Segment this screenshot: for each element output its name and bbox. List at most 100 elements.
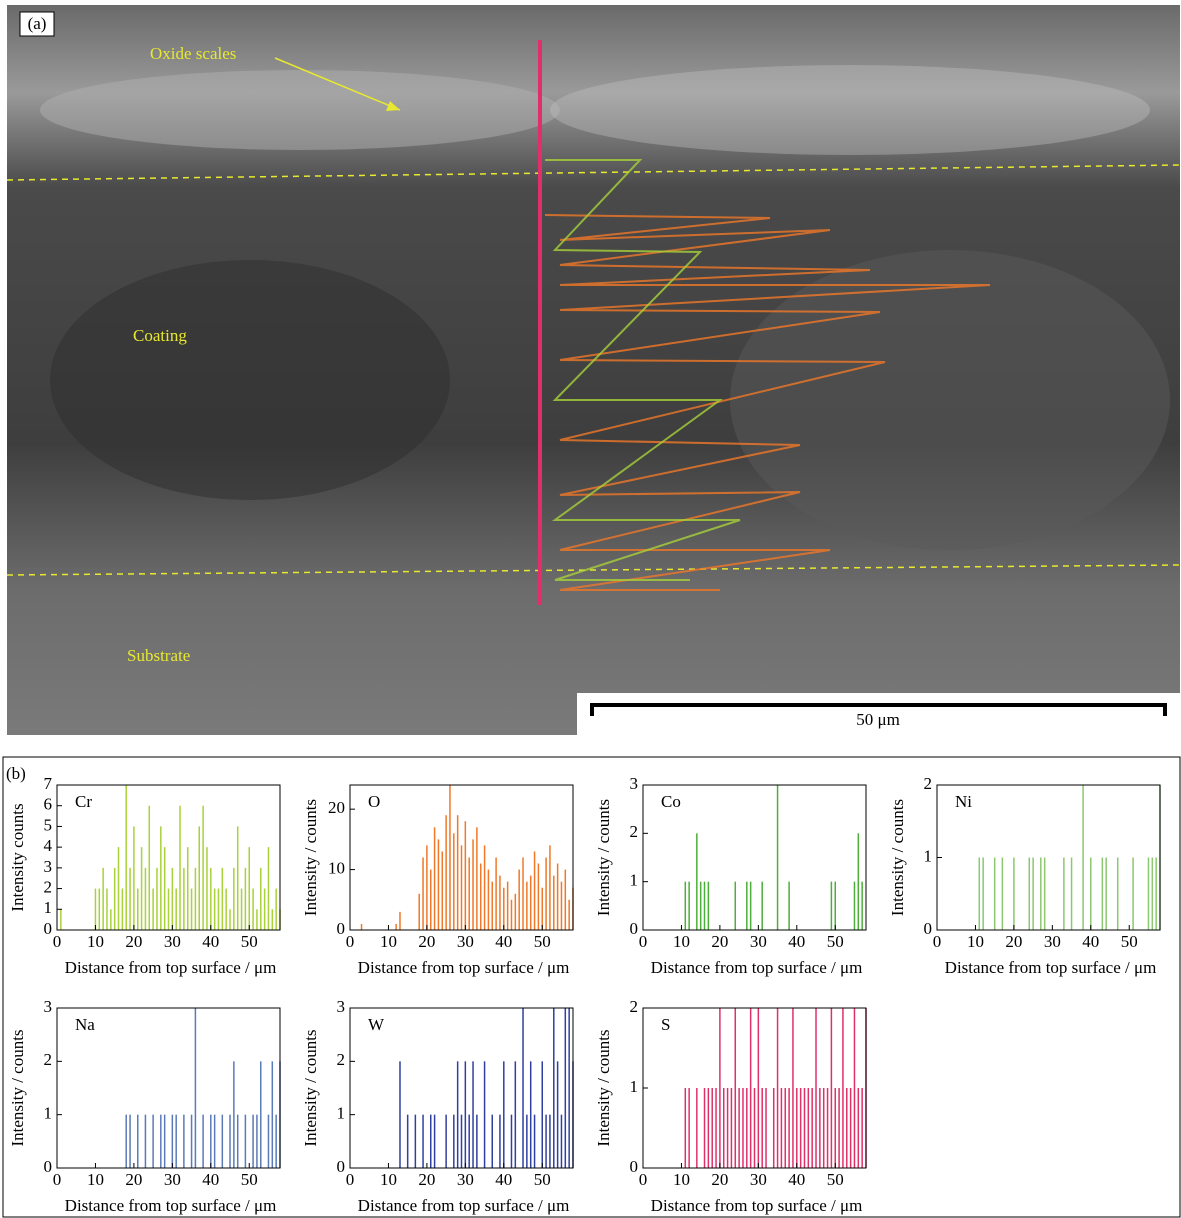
y-tick-label: 0 [337,1157,346,1176]
x-tick-label: 40 [495,1170,512,1189]
oxide-texture [40,70,560,150]
y-axis-title: Intensity counts [8,803,27,911]
x-tick-label: 50 [827,932,844,951]
y-axis-title: Intensity / counts [594,1029,613,1146]
y-tick-label: 2 [630,997,639,1016]
x-axis-title: Distance from top surface / μm [65,958,277,977]
x-tick-label: 30 [750,932,767,951]
x-tick-label: 20 [418,1170,435,1189]
y-tick-label: 4 [44,836,53,855]
x-tick-label: 0 [639,1170,648,1189]
y-tick-label: 1 [924,846,933,865]
y-tick-label: 2 [44,1050,53,1069]
x-tick-label: 10 [87,1170,104,1189]
coating-texture [730,250,1170,550]
x-tick-label: 40 [202,932,219,951]
x-tick-label: 10 [87,932,104,951]
panel-label: (b) [6,764,26,783]
x-tick-label: 20 [711,932,728,951]
y-axis-title: Intensity / counts [594,799,613,916]
y-tick-label: 1 [44,1104,53,1123]
y-tick-label: 2 [44,877,53,896]
x-tick-label: 0 [53,932,62,951]
y-axis-title: Intensity / counts [301,799,320,916]
x-tick-label: 30 [1044,932,1061,951]
oxide-texture [550,65,1150,155]
y-axis-title: Intensity / counts [888,799,907,916]
x-tick-label: 50 [241,932,258,951]
x-tick-label: 10 [673,1170,690,1189]
y-tick-label: 0 [337,919,346,938]
x-tick-label: 30 [750,1170,767,1189]
y-tick-label: 1 [630,871,639,890]
x-tick-label: 40 [788,1170,805,1189]
x-tick-label: 10 [967,932,984,951]
y-tick-label: 3 [44,857,53,876]
x-tick-label: 10 [380,932,397,951]
y-tick-label: 2 [924,774,933,793]
x-tick-label: 50 [241,1170,258,1189]
y-axis-title: Intensity / counts [301,1029,320,1146]
x-tick-label: 10 [380,1170,397,1189]
x-tick-label: 20 [125,1170,142,1189]
x-tick-label: 0 [346,1170,355,1189]
x-tick-label: 30 [164,1170,181,1189]
x-tick-label: 50 [1121,932,1138,951]
scale-bar-label: 50 μm [856,710,900,729]
x-tick-label: 50 [534,1170,551,1189]
y-tick-label: 5 [44,815,53,834]
x-tick-label: 10 [673,932,690,951]
y-tick-label: 1 [337,1104,346,1123]
y-tick-label: 7 [44,774,53,793]
x-tick-label: 30 [457,1170,474,1189]
x-axis-title: Distance from top surface / μm [651,958,863,977]
y-tick-label: 1 [44,898,53,917]
y-tick-label: 6 [44,795,53,814]
x-tick-label: 0 [53,1170,62,1189]
element-label: Na [75,1015,95,1034]
element-label: O [368,792,380,811]
y-tick-label: 0 [924,919,933,938]
x-tick-label: 50 [827,1170,844,1189]
x-axis-title: Distance from top surface / μm [945,958,1157,977]
panel-a: (a) Oxide scales Coating Substrate 50 μm [7,5,1180,735]
y-tick-label: 3 [630,774,639,793]
annotation: Oxide scales [150,44,236,63]
element-label: Co [661,792,681,811]
x-tick-label: 20 [711,1170,728,1189]
element-label: S [661,1015,670,1034]
y-tick-label: 0 [630,919,639,938]
y-tick-label: 0 [630,1157,639,1176]
annotation: Coating [133,326,187,345]
x-tick-label: 40 [788,932,805,951]
x-tick-label: 20 [125,932,142,951]
x-tick-label: 20 [418,932,435,951]
panel-label: (a) [28,14,47,33]
x-axis-title: Distance from top surface / μm [651,1196,863,1215]
x-tick-label: 30 [457,932,474,951]
x-axis-title: Distance from top surface / μm [358,958,570,977]
element-label: Ni [955,792,972,811]
x-tick-label: 50 [534,932,551,951]
x-tick-label: 40 [1082,932,1099,951]
x-axis-title: Distance from top surface / μm [358,1196,570,1215]
element-label: Cr [75,792,92,811]
x-tick-label: 20 [1005,932,1022,951]
y-tick-label: 3 [44,997,53,1016]
x-tick-label: 0 [346,932,355,951]
y-tick-label: 2 [337,1050,346,1069]
y-tick-label: 1 [630,1077,639,1096]
y-tick-label: 0 [44,1157,53,1176]
x-tick-label: 40 [202,1170,219,1189]
figure: (a) Oxide scales Coating Substrate 50 μm… [0,0,1181,1218]
x-tick-label: 0 [639,932,648,951]
element-label: W [368,1015,385,1034]
annotation: Substrate [127,646,190,665]
x-axis-title: Distance from top surface / μm [65,1196,277,1215]
y-axis-title: Intensity / counts [8,1029,27,1146]
y-tick-label: 0 [44,919,53,938]
y-tick-label: 20 [328,798,345,817]
x-tick-label: 40 [495,932,512,951]
coating-texture [50,260,450,500]
y-tick-label: 3 [337,997,346,1016]
